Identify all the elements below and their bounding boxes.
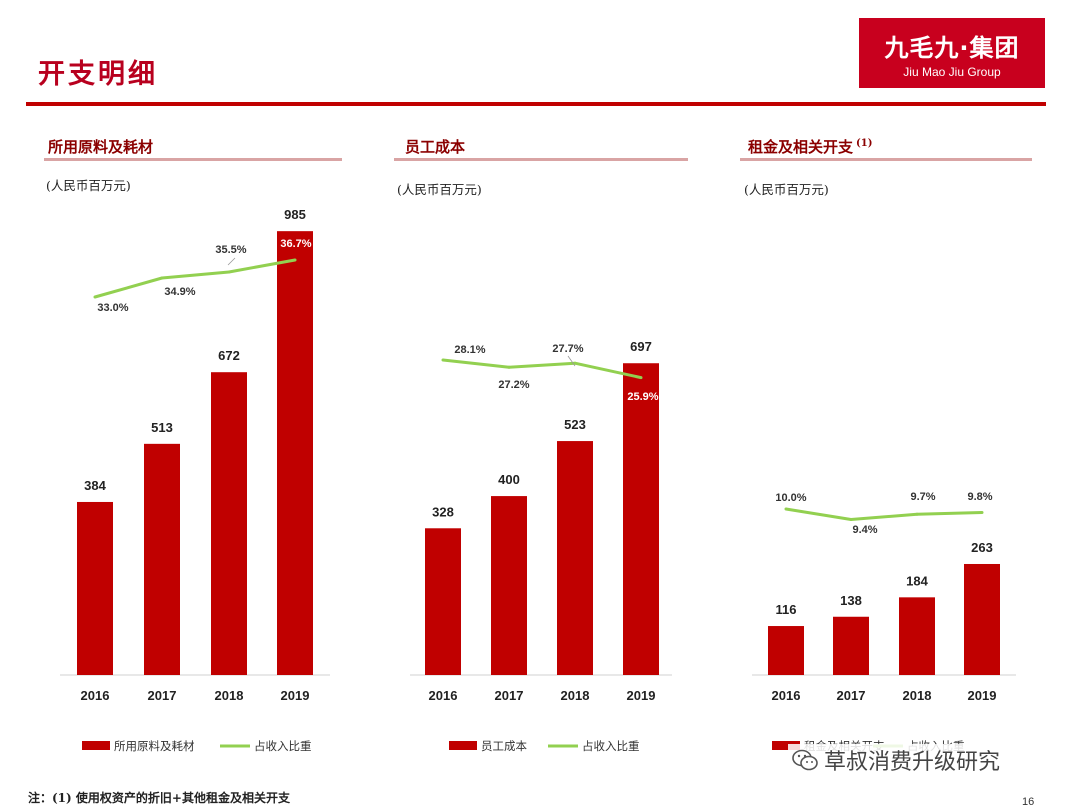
panel-divider-staff — [394, 158, 688, 161]
watermark: 草叔消费升级研究 — [788, 744, 1005, 776]
bar — [491, 496, 527, 675]
panel-title-staff: 员工成本 — [405, 136, 465, 157]
company-logo: 九毛九·集团 Jiu Mao Jiu Group — [859, 18, 1045, 88]
legend-bar-label: 员工成本 — [481, 739, 527, 753]
wechat-icon — [792, 749, 818, 771]
bar — [425, 528, 461, 675]
footnote: 注：(1) 使用权资产的折旧+其他租金及相关开支 — [28, 791, 290, 805]
bar-value-label: 328 — [432, 504, 454, 519]
bar-value-label: 138 — [840, 593, 862, 608]
ratio-data-label: 36.7% — [280, 238, 311, 250]
page-title: 开支明细 — [38, 59, 158, 90]
bar-value-label: 400 — [498, 472, 520, 487]
bar-value-label: 384 — [84, 478, 106, 493]
x-tick-label: 2016 — [772, 688, 801, 703]
bar — [623, 363, 659, 675]
legend-bar-swatch — [772, 741, 800, 750]
unit-label-rent: (人民币百万元) — [744, 182, 829, 197]
bar — [77, 501, 113, 675]
logo-name-zh: 九毛九·集团 — [884, 34, 1020, 62]
label-leader-line — [567, 355, 576, 367]
ratio-point — [507, 365, 511, 369]
ratio-point — [293, 258, 297, 262]
ratio-line — [785, 507, 983, 521]
panel-title-text: 员工成本 — [405, 138, 466, 156]
bar-value-label: 523 — [564, 417, 586, 432]
ratio-data-label: 34.9% — [164, 286, 195, 298]
x-tick-label: 2018 — [561, 688, 590, 703]
bar — [833, 616, 869, 675]
x-tick-label: 2019 — [281, 688, 310, 703]
bar — [211, 372, 247, 675]
x-tick-label: 2017 — [837, 688, 866, 703]
x-tick-label: 2018 — [215, 688, 244, 703]
ratio-point — [849, 518, 853, 521]
bar-value-label: 184 — [906, 573, 928, 588]
bar-value-label: 697 — [630, 339, 652, 354]
bar — [768, 626, 804, 675]
ratio-data-label: 27.2% — [498, 379, 529, 391]
legend-line-label: 占收入比重 — [254, 739, 312, 753]
ratio-point — [573, 361, 577, 365]
bar-value-label: 513 — [151, 420, 173, 435]
ratio-point — [160, 276, 164, 280]
x-tick-label: 2017 — [148, 688, 177, 703]
panel-title-materials: 所用原料及耗材 — [48, 136, 153, 157]
ratio-data-label: 27.7% — [552, 343, 583, 355]
bar — [557, 441, 593, 675]
ratio-point — [980, 511, 984, 514]
bar — [964, 563, 1000, 675]
legend-line-label: 占收入比重 — [582, 739, 640, 753]
x-tick-label: 2019 — [968, 688, 997, 703]
panel-title-text: 所用原料及耗材 — [48, 138, 154, 156]
title-divider — [26, 102, 1046, 106]
ratio-data-label: 25.9% — [627, 391, 658, 403]
panel-divider-rent — [740, 158, 1032, 161]
bar — [899, 597, 935, 675]
ratio-line — [442, 358, 642, 380]
unit-label-staff: (人民币百万元) — [397, 182, 482, 197]
logo-name-en: Jiu Mao Jiu Group — [903, 65, 1001, 79]
x-tick-label: 2018 — [903, 688, 932, 703]
ratio-line — [94, 258, 296, 299]
bar-value-label: 672 — [218, 348, 240, 363]
x-tick-label: 2016 — [81, 688, 110, 703]
bar — [144, 443, 180, 675]
x-tick-label: 2017 — [495, 688, 524, 703]
panel-title-text: 租金及相关开支 — [748, 138, 854, 156]
unit-label-materials: (人民币百万元) — [46, 178, 131, 193]
label-leader-line — [227, 257, 236, 266]
ratio-point — [784, 507, 788, 511]
legend-bar-swatch — [82, 741, 110, 750]
bar-value-label: 263 — [971, 540, 993, 555]
ratio-data-label: 28.1% — [454, 344, 485, 356]
x-tick-label: 2016 — [429, 688, 458, 703]
bar — [277, 231, 313, 675]
x-tick-label: 2019 — [627, 688, 656, 703]
ratio-point — [227, 270, 231, 274]
ratio-data-label: 9.4% — [852, 524, 877, 536]
ratio-point — [639, 376, 643, 380]
ratio-data-label: 9.7% — [910, 491, 935, 503]
legend-bar-label: 所用原料及耗材 — [114, 739, 195, 753]
ratio-data-label: 35.5% — [215, 244, 246, 256]
panel-title-rent: 租金及相关开支 (1) — [748, 136, 872, 157]
ratio-data-label: 9.8% — [967, 491, 992, 503]
ratio-data-label: 33.0% — [97, 302, 128, 314]
watermark-text: 草叔消费升级研究 — [824, 750, 1001, 775]
ratio-point — [915, 512, 919, 516]
bar-value-label: 985 — [284, 207, 306, 222]
ratio-data-label: 10.0% — [775, 492, 806, 504]
legend-bar-swatch — [449, 741, 477, 750]
panel-divider-materials — [44, 158, 342, 161]
ratio-point — [93, 295, 97, 299]
ratio-point — [441, 358, 445, 362]
footnote-marker: (1) — [856, 138, 873, 149]
page-number: 16 — [1022, 796, 1035, 808]
bar-value-label: 116 — [776, 602, 797, 617]
